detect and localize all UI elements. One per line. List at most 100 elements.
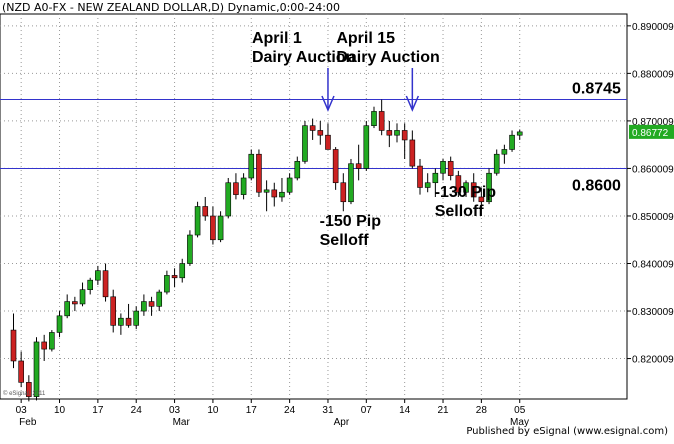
- candle: [463, 180, 469, 197]
- annotation-text: -130 Pip: [435, 184, 497, 201]
- x-tick-label: 21: [437, 405, 449, 416]
- candle: [340, 173, 347, 212]
- candle-body: [286, 177, 293, 193]
- candle-body: [302, 125, 308, 162]
- y-tick-label: 0.830009: [632, 307, 674, 318]
- annotation-text: April 1: [252, 30, 302, 47]
- y-tick-label: 0.860009: [632, 164, 674, 175]
- candle-body: [64, 301, 70, 317]
- candle-body: [49, 332, 55, 350]
- candle-body: [493, 153, 500, 174]
- candle: [378, 99, 385, 136]
- x-tick-label: 07: [361, 405, 373, 416]
- candle-body: [87, 279, 93, 290]
- candle-body: [309, 125, 316, 131]
- candle-body: [26, 382, 32, 397]
- x-tick-label: 31: [322, 405, 334, 416]
- candle: [240, 173, 247, 200]
- month-label: Mar: [173, 417, 191, 428]
- candle: [33, 337, 40, 401]
- candle-body: [210, 215, 216, 241]
- candle-body: [156, 291, 163, 307]
- y-tick-label: 0.840009: [632, 259, 674, 270]
- candle: [286, 173, 293, 195]
- level-label: 0.8600: [572, 177, 621, 194]
- candle: [501, 144, 508, 164]
- level-lines: 0.8745 0.8600: [0, 81, 627, 194]
- month-label: Feb: [19, 417, 37, 428]
- candle-body: [432, 172, 439, 184]
- candle-body: [478, 196, 485, 203]
- candle: [79, 282, 86, 307]
- x-tick-label: 24: [284, 405, 296, 416]
- axes: 0.890009 0.880009 0.870009 0.860009 0.850009…: [16, 22, 674, 428]
- candle: [179, 258, 186, 283]
- y-tick-label: 0.820009: [632, 355, 674, 366]
- candle-body: [56, 315, 63, 333]
- candle: [256, 149, 262, 197]
- candle: [424, 173, 431, 193]
- candle-body: [463, 182, 469, 193]
- candle-body: [179, 263, 186, 279]
- candle: [10, 313, 17, 369]
- candle: [187, 230, 193, 266]
- candle-body: [516, 131, 523, 136]
- candle-body: [133, 310, 140, 326]
- candle-body: [102, 270, 109, 298]
- plot-background: [0, 13, 628, 400]
- candle-body: [233, 182, 239, 195]
- candle: [156, 289, 163, 312]
- candle: [210, 206, 216, 245]
- candle: [263, 180, 270, 212]
- candle: [447, 156, 454, 181]
- y-tick-label: 0.870009: [632, 117, 674, 128]
- x-tick-label: 17: [92, 405, 104, 416]
- current-price-label: 0.86772: [632, 128, 669, 139]
- x-tick-label: 17: [246, 405, 258, 416]
- candle-body: [148, 301, 155, 307]
- candle-body: [171, 275, 178, 279]
- candle: [401, 123, 408, 159]
- candle-body: [294, 161, 301, 179]
- candle-body: [95, 270, 101, 281]
- candle: [49, 330, 55, 352]
- candle: [470, 173, 477, 202]
- candle-body: [256, 153, 262, 193]
- candle: [202, 196, 209, 221]
- month-label: Apr: [334, 417, 350, 428]
- candle: [417, 158, 423, 195]
- x-tick-label: 24: [131, 405, 143, 416]
- candle: [348, 158, 354, 205]
- annotation-arrow-head: [321, 95, 335, 112]
- candle: [26, 375, 32, 402]
- candle: [64, 294, 70, 319]
- annotations: April 1 Dairy Auction April 15 Dairy Auctio…: [252, 30, 496, 249]
- candle: [386, 120, 393, 148]
- x-tick-label: 03: [169, 405, 181, 416]
- candle: [363, 120, 370, 171]
- candle-body: [355, 163, 362, 169]
- candle: [271, 182, 278, 207]
- candle: [171, 268, 178, 288]
- candle-body: [424, 182, 431, 188]
- candle: [486, 168, 492, 205]
- candle: [478, 187, 485, 209]
- candle: [279, 177, 285, 202]
- x-tick-label: 14: [399, 405, 411, 416]
- candle-body: [271, 189, 278, 198]
- candle-body: [202, 206, 209, 217]
- candle-body: [164, 275, 170, 293]
- candle: [217, 211, 224, 243]
- y-tick-label: 0.880009: [632, 69, 674, 80]
- candle: [317, 120, 324, 145]
- candle: [110, 289, 117, 333]
- annotation-text: Dairy Auction: [252, 49, 355, 66]
- candle-body: [378, 111, 385, 131]
- annotation-text: -150 Pip: [320, 213, 382, 230]
- candle: [355, 144, 362, 181]
- current-price-badge: [629, 124, 674, 139]
- candle: [87, 277, 93, 295]
- x-tick-label: 28: [476, 405, 488, 416]
